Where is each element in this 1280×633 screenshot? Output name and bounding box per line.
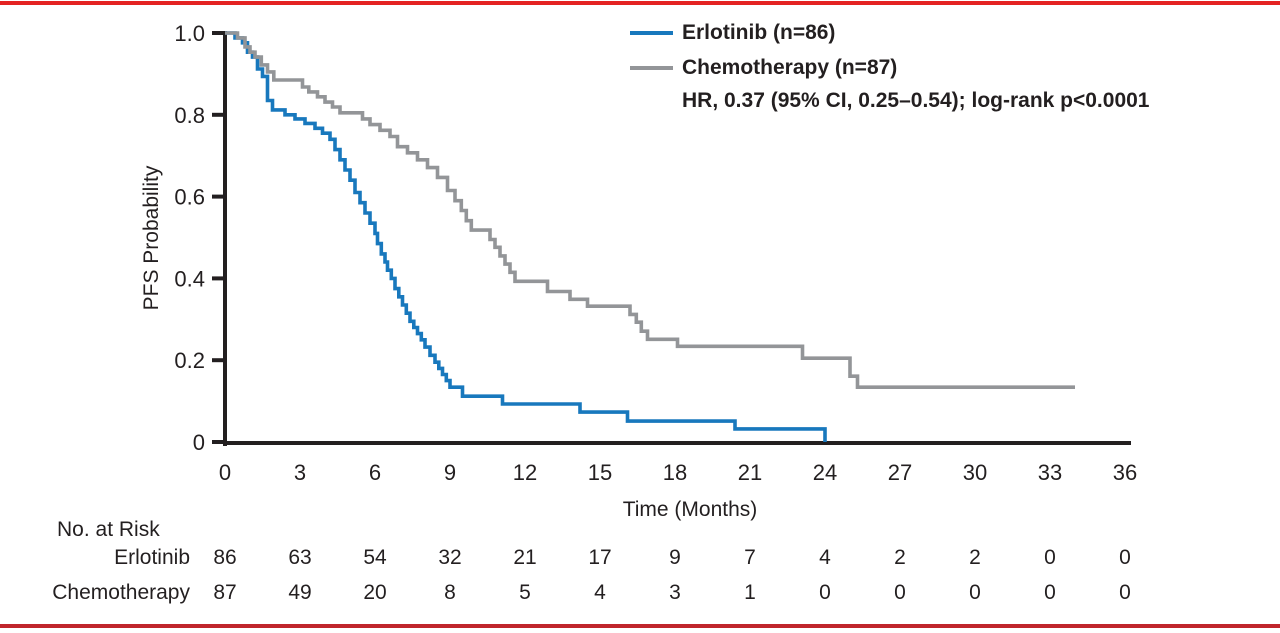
chemotherapy-curve [225, 31, 1075, 389]
erlotinib-line-swatch [630, 31, 673, 35]
x-tick-label: 3 [294, 460, 306, 485]
risk-count-erlotinib: 21 [513, 546, 536, 569]
bottom-border-line [0, 624, 1280, 628]
risk-count-erlotinib: 7 [744, 546, 756, 569]
legend-label-chemotherapy: Chemotherapy (n=87) [682, 56, 898, 79]
risk-count-erlotinib: 63 [288, 546, 311, 569]
risk-count-erlotinib: 86 [213, 546, 236, 569]
y-tick-label: 0.6 [174, 185, 205, 210]
risk-count-chemotherapy: 0 [969, 581, 981, 604]
risk-count-erlotinib: 2 [969, 546, 981, 569]
legend-item-chemotherapy: Chemotherapy (n=87) [630, 57, 897, 79]
risk-count-erlotinib: 2 [894, 546, 906, 569]
top-border-line [0, 1, 1280, 5]
risk-count-chemotherapy: 3 [669, 581, 681, 604]
x-tick-label: 27 [888, 460, 912, 485]
y-tick-label: 0.2 [174, 348, 205, 373]
risk-count-chemotherapy: 0 [1044, 581, 1056, 604]
x-tick-label: 0 [219, 460, 231, 485]
y-tick-label: 0.4 [174, 266, 205, 291]
risk-count-chemotherapy: 87 [213, 581, 236, 604]
risk-count-chemotherapy: 0 [1119, 581, 1131, 604]
x-tick-label: 18 [663, 460, 687, 485]
risk-count-erlotinib: 54 [363, 546, 387, 569]
x-tick-label: 6 [369, 460, 381, 485]
x-tick-label: 33 [1038, 460, 1062, 485]
y-axis-title: PFS Probability [140, 165, 163, 311]
risk-count-erlotinib: 9 [669, 546, 681, 569]
hazard-ratio-annotation: HR, 0.37 (95% CI, 0.25–0.54); log-rank p… [682, 89, 1150, 112]
risk-count-erlotinib: 17 [588, 546, 611, 569]
legend-item-erlotinib: Erlotinib (n=86) [630, 22, 835, 44]
chemotherapy-line-swatch [630, 66, 673, 70]
y-tick-label: 0.8 [174, 103, 205, 128]
risk-count-chemotherapy: 0 [894, 581, 906, 604]
risk-count-chemotherapy: 49 [288, 581, 311, 604]
legend-label-erlotinib: Erlotinib (n=86) [682, 21, 836, 44]
x-tick-label: 36 [1113, 460, 1137, 485]
risk-count-erlotinib: 0 [1119, 546, 1131, 569]
risk-count-erlotinib: 4 [819, 546, 831, 569]
x-tick-label: 15 [588, 460, 612, 485]
x-tick-label: 30 [963, 460, 987, 485]
risk-row-label-chemotherapy: Chemotherapy [52, 581, 190, 604]
y-tick-label: 0 [193, 430, 205, 455]
x-tick-label: 12 [513, 460, 537, 485]
risk-count-chemotherapy: 5 [519, 581, 531, 604]
risk-count-erlotinib: 32 [438, 546, 461, 569]
x-tick-label: 21 [738, 460, 762, 485]
risk-row-label-erlotinib: Erlotinib [114, 546, 190, 569]
risk-count-chemotherapy: 4 [594, 581, 606, 604]
risk-count-chemotherapy: 1 [744, 581, 756, 604]
x-tick-label: 24 [813, 460, 837, 485]
x-axis-title: Time (Months) [622, 498, 758, 521]
risk-table-title: No. at Risk [57, 518, 160, 541]
risk-count-chemotherapy: 0 [819, 581, 831, 604]
risk-count-chemotherapy: 20 [363, 581, 386, 604]
risk-count-erlotinib: 0 [1044, 546, 1056, 569]
y-tick-label: 1.0 [174, 21, 205, 46]
x-tick-label: 9 [444, 460, 456, 485]
erlotinib-curve [225, 31, 827, 442]
risk-count-chemotherapy: 8 [444, 581, 456, 604]
